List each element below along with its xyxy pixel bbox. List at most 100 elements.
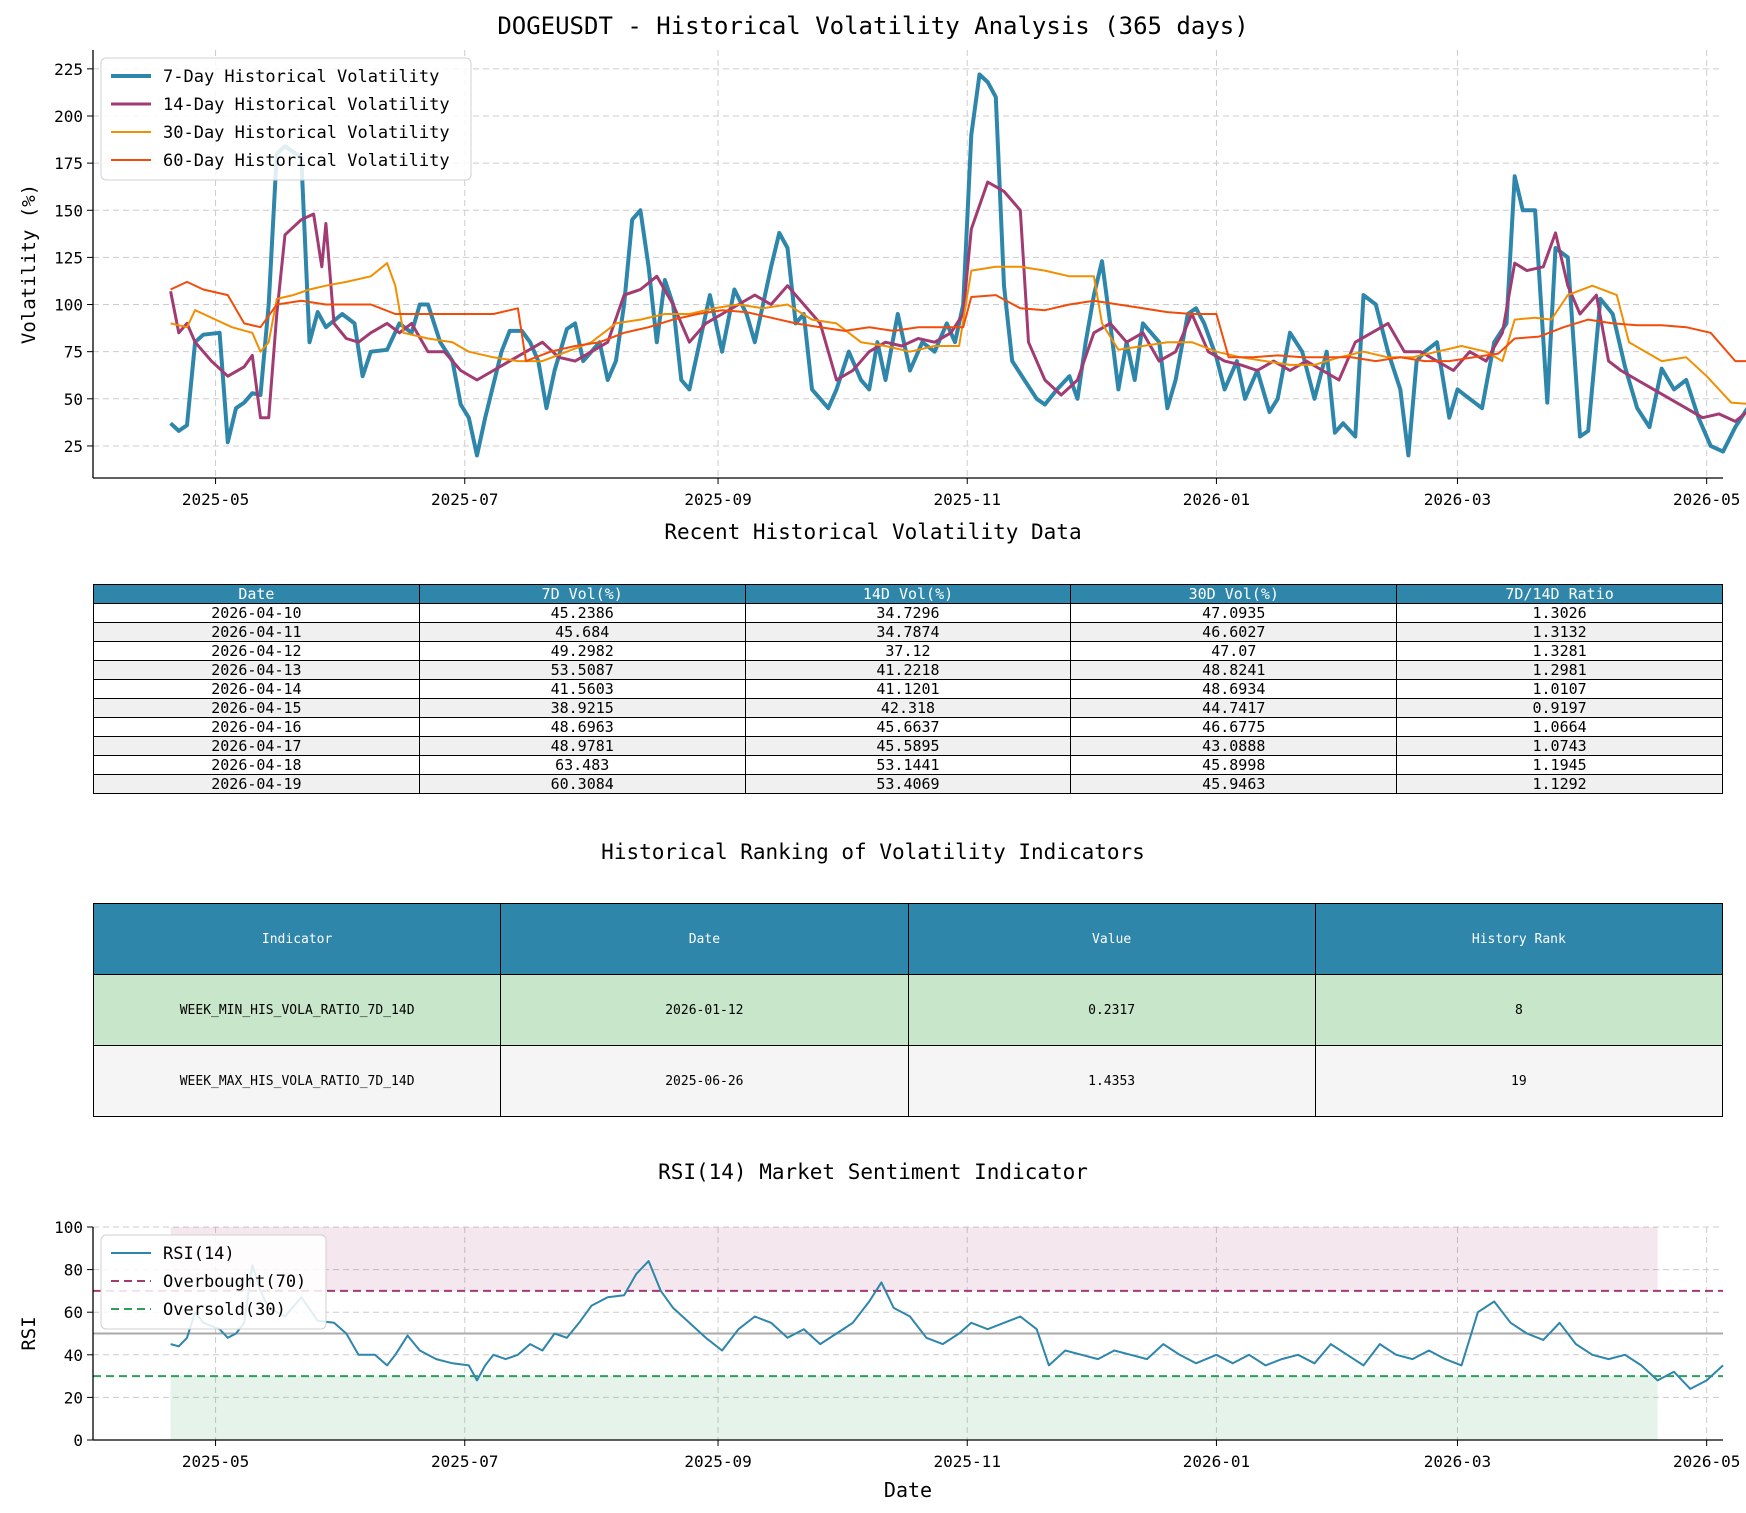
table-row: WEEK_MIN_HIS_VOLA_RATIO_7D_14D 2026-01-12…: [92, 974, 1724, 1046]
ranking-table-cell: 2026-01-12: [500, 974, 909, 1046]
recent-table-cell: 37.12: [744, 641, 1072, 661]
overbought-zone: [170, 1227, 1658, 1291]
y-axis-label: Volatility (%): [18, 184, 40, 344]
ranking-table-header-cell: Value: [907, 903, 1316, 975]
recent-table-cell: 48.8241: [1070, 660, 1398, 680]
recent-table-cell: 63.483: [418, 755, 746, 775]
recent-table-cell: 1.1945: [1396, 755, 1723, 775]
ranking-table-cell: 1.4353: [907, 1045, 1316, 1117]
y-tick-label: 150: [54, 201, 83, 220]
recent-table-cell: 53.5087: [418, 660, 746, 680]
recent-table-cell: 2026-04-15: [93, 698, 420, 718]
y-tick-label: 80: [64, 1261, 83, 1280]
x-axis-label: Date: [884, 1478, 932, 1502]
recent-table-cell: 46.6775: [1070, 717, 1398, 737]
ranking-table-cell: WEEK_MIN_HIS_VOLA_RATIO_7D_14D: [92, 974, 502, 1046]
recent-table-cell: 41.5603: [418, 679, 746, 699]
recent-table-cell: 1.3281: [1396, 641, 1723, 661]
recent-table-cell: 0.9197: [1396, 698, 1723, 718]
table-row: 2026-04-15 38.9215 42.318 44.7417 0.9197: [93, 698, 1723, 718]
y-tick-label: 125: [54, 248, 83, 267]
series-line-1: [170, 1260, 1724, 1390]
ranking-table-cell: 19: [1314, 1045, 1724, 1117]
recent-table-cell: 34.7296: [744, 603, 1072, 623]
series-line-4: [170, 280, 1746, 363]
recent-table-cell: 1.2981: [1396, 660, 1723, 680]
recent-table-cell: 47.0935: [1070, 603, 1398, 623]
ranking-table-cell: 0.2317: [907, 974, 1316, 1046]
recent-table-cell: 47.07: [1070, 641, 1398, 661]
table-row: WEEK_MAX_HIS_VOLA_RATIO_7D_14D 2025-06-26…: [92, 1045, 1724, 1117]
recent-table-cell: 46.6027: [1070, 622, 1398, 642]
recent-table-header-row: Date 7D Vol(%) 14D Vol(%) 30D Vol(%) 7D/14D …: [93, 584, 1723, 604]
y-tick-label: 100: [54, 1218, 83, 1237]
recent-table-title: Recent Historical Volatility Data: [664, 520, 1082, 544]
recent-table-header-cell: 30D Vol(%): [1070, 584, 1398, 604]
recent-volatility-table: Date 7D Vol(%) 14D Vol(%) 30D Vol(%) 7D/14D …: [93, 584, 1723, 794]
ranking-table-header-cell: Indicator: [92, 903, 502, 975]
recent-table-cell: 60.3084: [418, 774, 746, 794]
rsi-chart-title: RSI(14) Market Sentiment Indicator: [658, 1160, 1088, 1184]
x-tick-label: 2025-11: [934, 1452, 1001, 1471]
recent-table-cell: 1.3026: [1396, 603, 1723, 623]
ranking-table-cell: 2025-06-26: [500, 1045, 909, 1117]
recent-table-cell: 2026-04-11: [93, 622, 420, 642]
x-tick-label: 2025-09: [684, 1452, 751, 1471]
recent-table-cell: 2026-04-12: [93, 641, 420, 661]
y-tick-label: 75: [64, 343, 83, 362]
recent-table-cell: 41.2218: [744, 660, 1072, 680]
legend-box: [100, 1234, 327, 1330]
series-line-3: [170, 262, 1746, 405]
y-tick-label: 20: [64, 1388, 83, 1407]
recent-table-header-cell: 7D/14D Ratio: [1396, 584, 1723, 604]
ranking-table: Indicator Date Value History Rank WEEK_MIN_…: [92, 903, 1724, 1117]
legend-box: [100, 57, 472, 181]
x-tick-label: 2025-07: [431, 490, 498, 509]
recent-table-header-cell: 14D Vol(%): [744, 584, 1072, 604]
x-tick-label: 2025-05: [182, 490, 249, 509]
recent-table-cell: 34.7874: [744, 622, 1072, 642]
legend-label: 60-Day Historical Volatility: [163, 151, 450, 171]
recent-table-cell: 38.9215: [418, 698, 746, 718]
legend-label: Overbought(70): [163, 1272, 306, 1292]
recent-table-cell: 53.4069: [744, 774, 1072, 794]
y-axis-label: RSI: [18, 1316, 40, 1350]
legend-label: 7-Day Historical Volatility: [163, 67, 439, 87]
recent-table-cell: 1.0107: [1396, 679, 1723, 699]
rsi-chart: 2025-05 2025-07 2025-09 2025-11 2026-01 2026-…: [18, 1218, 1740, 1502]
oversold-zone: [170, 1376, 1658, 1440]
recent-table-cell: 48.6934: [1070, 679, 1398, 699]
x-tick-label: 2025-07: [431, 1452, 498, 1471]
recent-table-cell: 42.318: [744, 698, 1072, 718]
x-tick-label: 2026-03: [1424, 490, 1491, 509]
y-tick-label: 225: [54, 60, 83, 79]
y-tick-label: 50: [64, 390, 83, 409]
x-tick-label: 2026-01: [1183, 490, 1250, 509]
table-row: 2026-04-18 63.483 53.1441 45.8998 1.1945: [93, 755, 1723, 775]
recent-table-cell: 2026-04-10: [93, 603, 420, 623]
recent-table-header-cell: 7D Vol(%): [418, 584, 746, 604]
recent-table-cell: 43.0888: [1070, 736, 1398, 756]
table-row: 2026-04-11 45.684 34.7874 46.6027 1.3132: [93, 622, 1723, 642]
table-row: 2026-04-16 48.6963 45.6637 46.6775 1.0664: [93, 717, 1723, 737]
y-tick-label: 100: [54, 296, 83, 315]
legend-label: RSI(14): [163, 1244, 235, 1264]
recent-table-cell: 45.5895: [744, 736, 1072, 756]
volatility-chart: 2025-05 2025-07 2025-09 2025-11 2026-01 2026-…: [18, 50, 1746, 509]
y-tick-label: 25: [64, 437, 83, 456]
table-row: 2026-04-10 45.2386 34.7296 47.0935 1.3026: [93, 603, 1723, 623]
series-line-2: [169, 180, 1746, 423]
recent-table-cell: 2026-04-16: [93, 717, 420, 737]
x-tick-label: 2026-05: [1673, 490, 1740, 509]
table-row: 2026-04-12 49.2982 37.12 47.07 1.3281: [93, 641, 1723, 661]
x-tick-label: 2026-01: [1183, 1452, 1250, 1471]
recent-table-cell: 44.7417: [1070, 698, 1398, 718]
recent-table-cell: 2026-04-18: [93, 755, 420, 775]
legend: RSI(14) Overbought(70) Oversold(30): [100, 1234, 327, 1330]
y-tick-label: 60: [64, 1303, 83, 1322]
recent-table-cell: 1.1292: [1396, 774, 1723, 794]
ranking-table-header-cell: Date: [500, 903, 909, 975]
recent-table-cell: 1.0664: [1396, 717, 1723, 737]
ranking-table-header-cell: History Rank: [1314, 903, 1724, 975]
y-tick-label: 40: [64, 1346, 83, 1365]
